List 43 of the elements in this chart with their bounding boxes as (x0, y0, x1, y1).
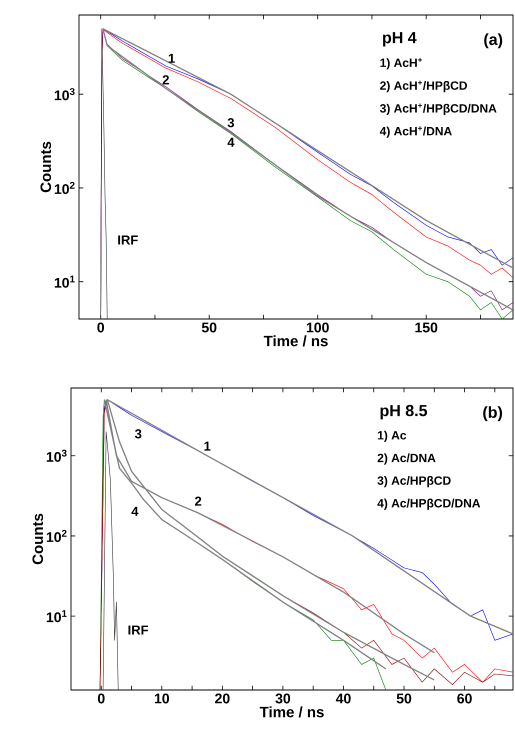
annotation: 3 (228, 118, 234, 128)
annotation: 1 (204, 442, 210, 451)
x-tick-label: 60 (457, 694, 472, 704)
y-axis-title: Counts (40, 142, 52, 192)
text: pH 8.5 (380, 404, 428, 420)
annotation: 2 (162, 75, 169, 84)
x-tick-label: 100 (306, 322, 329, 332)
annotation: IRF (118, 236, 138, 244)
text: (b) (483, 406, 502, 422)
y-tick-label: 10$^{3}$ (46, 450, 67, 462)
x-tick-label: 150 (415, 322, 438, 332)
annotation: 2) AcH$^{+}$/HPβCD (380, 80, 467, 92)
y-tick-label: 10$^{3}$ (54, 88, 75, 100)
annotation: 2) Ac/DNA (378, 453, 436, 465)
annotation: 3 (134, 429, 142, 438)
annotation: 4) AcH$^{+}$/DNA (380, 126, 452, 138)
text: pH 4 (383, 32, 417, 46)
annotation: 3) Ac/HPβCD (377, 476, 451, 488)
y-tick-label: 10$^{2}$ (54, 182, 75, 194)
annotation: 4 (131, 506, 138, 516)
annotation: 3) AcH$^{+}$/HPβCD/DNA (380, 103, 496, 116)
text: (a) (484, 33, 502, 48)
x-tick-label: 30 (275, 694, 290, 704)
annotation: 4) Ac/HPβCD/DNA (377, 498, 480, 510)
annotation: 2 (194, 496, 202, 506)
x-tick-label: 10 (154, 694, 170, 704)
y-tick-label: 10$^{2}$ (46, 530, 67, 542)
x-tick-label: 50 (396, 694, 412, 704)
x-axis-title: Time / ns (264, 335, 328, 346)
y-tick-label: 10$^{1}$ (46, 610, 67, 622)
x-tick-label: 0 (97, 322, 104, 332)
x-tick-label: 0 (98, 694, 105, 704)
annotation: 1) Ac (378, 430, 406, 442)
y-tick-label: 10$^{1}$ (54, 276, 75, 288)
x-axis-title: Time / ns (260, 706, 324, 718)
y-axis-title: Counts (32, 514, 44, 564)
x-tick-label: 40 (336, 694, 351, 704)
x-tick-label: 20 (215, 694, 230, 704)
annotation: 1 (168, 54, 175, 63)
annotation: 4 (227, 138, 234, 147)
x-tick-label: 50 (202, 322, 216, 332)
annotation: 1) AcH$^{+}$ (380, 58, 422, 70)
annotation: IRF (128, 626, 148, 635)
